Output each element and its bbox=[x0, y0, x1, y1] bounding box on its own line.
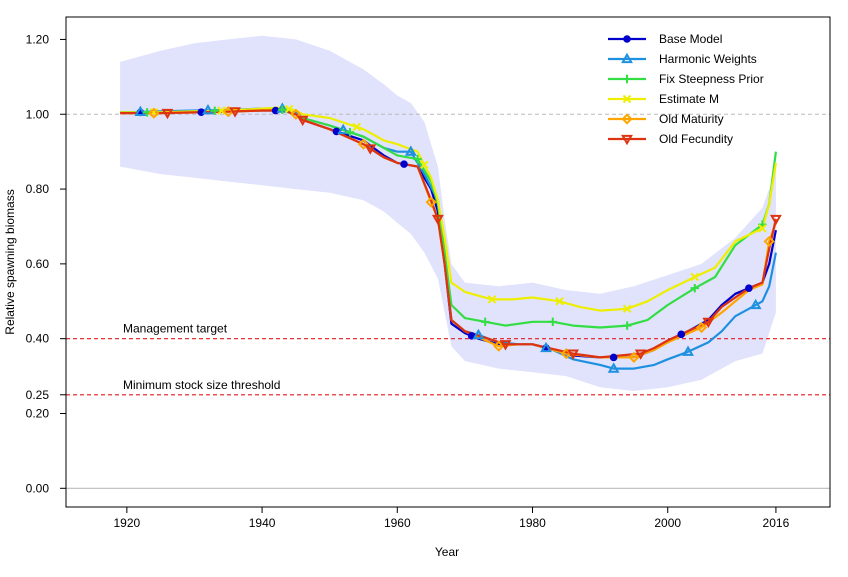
marker-old-maturity bbox=[425, 196, 437, 208]
marker-old-fecundity bbox=[161, 108, 174, 120]
marker-base-model bbox=[609, 353, 618, 362]
legend-label: Fix Steepness Prior bbox=[659, 72, 764, 86]
marker-estimate-m bbox=[690, 272, 700, 282]
marker-estimate-m bbox=[758, 224, 767, 233]
marker-old-fecundity bbox=[499, 340, 512, 351]
marker-old-maturity bbox=[628, 351, 640, 363]
marker-old-fecundity bbox=[431, 214, 444, 226]
management-target-label: Management target bbox=[123, 322, 228, 336]
marker-base-model bbox=[745, 284, 753, 292]
legend-marker bbox=[622, 74, 632, 84]
marker-fix-steepness-prior bbox=[690, 283, 699, 293]
legend-marker bbox=[621, 134, 633, 146]
marker-estimate-m bbox=[555, 296, 564, 306]
marker-old-fecundity bbox=[769, 214, 782, 226]
legend-item-estimate-m: Estimate M bbox=[608, 92, 719, 106]
marker-old-fecundity bbox=[702, 317, 715, 329]
marker-harmonic-weights bbox=[337, 123, 350, 135]
y-tick-label: 0.00 bbox=[26, 481, 50, 495]
y-tick-label: 0.20 bbox=[26, 406, 50, 420]
legend-label: Estimate M bbox=[659, 92, 719, 106]
marker-old-fecundity bbox=[296, 115, 309, 127]
marker-fix-steepness-prior bbox=[413, 154, 422, 164]
legend-item-base-model: Base Model bbox=[608, 32, 722, 46]
marker-harmonic-weights bbox=[749, 298, 762, 310]
legend-item-harmonic-weights: Harmonic Weights bbox=[608, 52, 757, 66]
legend-item-old-fecundity: Old Fecundity bbox=[608, 132, 733, 146]
x-tick-label: 1980 bbox=[519, 516, 546, 530]
legend-marker bbox=[623, 35, 631, 43]
legend: Base Model Harmonic Weights Fix Steepness … bbox=[608, 32, 764, 146]
marker-old-maturity bbox=[357, 138, 370, 150]
uncertainty-band-layer bbox=[120, 35, 776, 391]
marker-old-maturity bbox=[695, 321, 708, 334]
marker-fix-steepness-prior bbox=[210, 106, 219, 116]
marker-old-maturity bbox=[148, 107, 160, 119]
reference-line-layer: Management target Minimum stock size thre… bbox=[66, 113, 830, 489]
marker-harmonic-weights bbox=[607, 362, 620, 373]
legend-marker bbox=[622, 94, 632, 104]
y-tick-label: 0.80 bbox=[26, 182, 50, 196]
marker-old-fecundity bbox=[364, 144, 377, 155]
marker-base-model bbox=[677, 330, 686, 339]
legend-marker bbox=[621, 113, 633, 125]
marker-estimate-m bbox=[352, 122, 362, 132]
marker-layer bbox=[134, 102, 782, 373]
y-axis-title: Relative spawning biomass bbox=[3, 189, 17, 334]
x-tick-label: 2016 bbox=[763, 516, 790, 530]
marker-harmonic-weights bbox=[404, 145, 417, 156]
legend-label: Old Maturity bbox=[659, 112, 724, 126]
y-tick-label: 0.40 bbox=[26, 332, 50, 346]
y-tick-label: 0.25 bbox=[26, 388, 50, 402]
legend-label: Base Model bbox=[659, 32, 722, 46]
marker-old-maturity bbox=[290, 108, 302, 120]
marker-fix-steepness-prior bbox=[622, 321, 632, 330]
marker-estimate-m bbox=[420, 160, 429, 170]
uncertainty-band bbox=[120, 35, 776, 391]
marker-harmonic-weights bbox=[682, 345, 694, 356]
marker-fix-steepness-prior bbox=[278, 105, 287, 114]
marker-old-fecundity bbox=[567, 349, 580, 360]
legend-label: Old Fecundity bbox=[659, 132, 733, 146]
axis-layer: 1920 1940 1960 1980 2000 2016 0.00 0.20 0.25 0.40… bbox=[26, 32, 790, 530]
marker-base-model bbox=[400, 160, 408, 168]
legend-marker bbox=[621, 52, 633, 64]
legend-item-fix-steepness-prior: Fix Steepness Prior bbox=[608, 72, 764, 86]
marker-old-fecundity bbox=[634, 349, 647, 360]
marker-harmonic-weights bbox=[472, 328, 485, 340]
marker-estimate-m bbox=[284, 104, 294, 114]
legend-item-old-maturity: Old Maturity bbox=[608, 112, 724, 126]
marker-estimate-m bbox=[622, 304, 632, 314]
marker-fix-steepness-prior bbox=[345, 128, 355, 137]
plot-frame bbox=[65, 16, 831, 508]
marker-estimate-m bbox=[217, 106, 226, 115]
marker-harmonic-weights bbox=[540, 341, 552, 353]
marker-fix-steepness-prior bbox=[480, 317, 490, 327]
series-line-estimate-m bbox=[120, 106, 777, 312]
marker-old-maturity bbox=[763, 235, 775, 248]
legend-label: Harmonic Weights bbox=[659, 52, 757, 66]
y-tick-label: 1.20 bbox=[26, 32, 50, 46]
y-tick-label: 1.00 bbox=[26, 107, 50, 121]
marker-old-fecundity bbox=[229, 107, 241, 118]
x-tick-label: 1940 bbox=[249, 516, 276, 530]
x-tick-label: 2000 bbox=[654, 516, 681, 530]
marker-estimate-m bbox=[487, 295, 497, 304]
marker-fix-steepness-prior bbox=[548, 317, 557, 327]
marker-harmonic-weights bbox=[134, 105, 147, 116]
marker-harmonic-weights bbox=[202, 103, 214, 115]
marker-old-maturity bbox=[493, 340, 505, 352]
y-tick-label: 0.60 bbox=[26, 257, 50, 271]
minimum-stock-size-threshold-label: Minimum stock size threshold bbox=[123, 378, 280, 392]
x-axis-title: Year bbox=[435, 545, 459, 559]
x-tick-label: 1960 bbox=[384, 516, 411, 530]
x-tick-label: 1920 bbox=[113, 516, 140, 530]
